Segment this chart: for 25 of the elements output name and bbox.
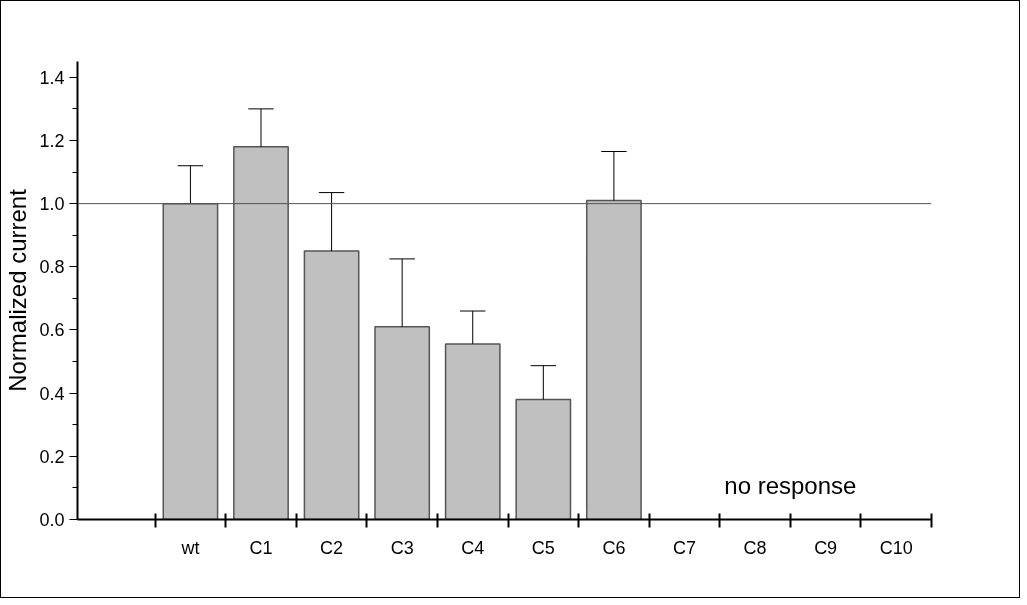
y-tick-label: 0.4 (39, 383, 65, 404)
x-tick-label: C5 (531, 537, 555, 558)
x-tick-label: wt (180, 537, 200, 558)
x-tick-label: C3 (390, 537, 414, 558)
bar (374, 326, 431, 520)
x-tick-label: C6 (602, 537, 626, 558)
y-tick-label: 0.6 (39, 320, 65, 341)
x-tick-label: C8 (743, 537, 767, 558)
y-tick-label: 0.0 (39, 510, 65, 530)
y-tick-label: 0.2 (39, 446, 65, 467)
x-tick-label: C4 (461, 537, 485, 558)
y-tick-label: 1.2 (39, 130, 65, 151)
x-tick-label: C1 (249, 537, 273, 558)
y-tick-label: 1.0 (39, 194, 65, 215)
x-tick-label: C10 (879, 537, 913, 558)
y-axis-title: Normalized current (4, 188, 32, 392)
y-tick-label: 0.8 (39, 257, 65, 278)
x-tick-label: C7 (672, 537, 696, 558)
x-tick-label: C2 (320, 537, 344, 558)
annotation: no response (724, 471, 857, 499)
bar (303, 250, 360, 520)
bar (444, 343, 501, 520)
y-tick-label: 1.4 (39, 67, 65, 88)
x-tick-label: C9 (814, 537, 838, 558)
bar (515, 398, 572, 520)
